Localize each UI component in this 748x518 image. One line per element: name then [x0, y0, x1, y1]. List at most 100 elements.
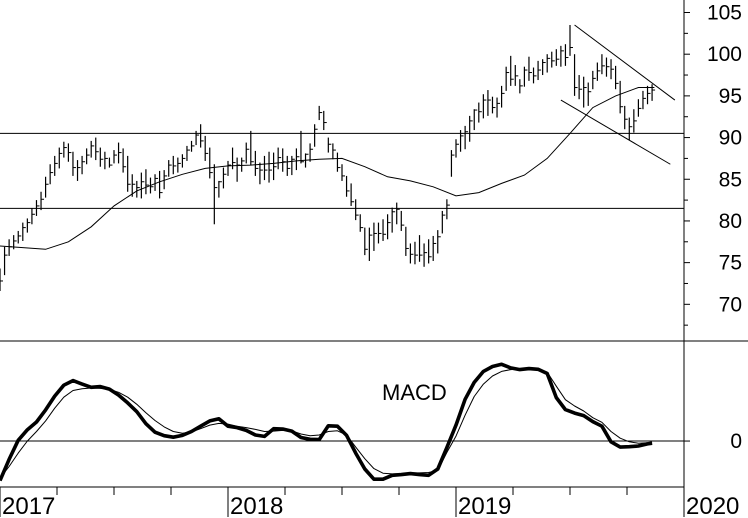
ohlc-bar — [22, 222, 26, 241]
ohlc-bar — [501, 85, 505, 108]
ohlc-bar — [523, 66, 528, 87]
price-y-tick-label: 105 — [707, 2, 742, 25]
ohlc-bar — [81, 155, 86, 175]
ohlc-bar — [314, 124, 318, 147]
ohlc-bar — [455, 139, 459, 158]
ohlc-bar — [190, 140, 195, 152]
ohlc-bar — [396, 202, 400, 225]
ohlc-bar — [113, 150, 117, 164]
ohlc-bar — [560, 45, 564, 67]
ohlc-bar — [359, 214, 364, 232]
ohlc-bar — [387, 214, 391, 240]
ohlc-bar — [364, 227, 368, 256]
ohlc-bar — [8, 239, 13, 256]
ohlc-bar — [592, 70, 596, 90]
macd-annotation: MACD — [382, 380, 447, 405]
ohlc-bar — [140, 172, 145, 199]
ohlc-bar — [295, 148, 300, 171]
ohlc-bar — [99, 147, 104, 167]
ohlc-bar — [209, 147, 213, 179]
ohlc-bar — [487, 90, 491, 116]
ohlc-bar — [195, 130, 200, 146]
ohlc-bar — [117, 142, 122, 164]
ohlc-bar — [172, 155, 177, 175]
ohlc-bar — [40, 191, 45, 211]
ohlc-bar — [578, 75, 583, 100]
ohlc-bar — [149, 177, 154, 194]
ohlc-bar — [222, 167, 227, 189]
ohlc-bar — [528, 56, 532, 81]
price-y-tick-label: 95 — [719, 85, 742, 108]
ohlc-bar — [67, 143, 72, 162]
ohlc-bar — [177, 157, 181, 173]
ohlc-bar — [286, 155, 291, 176]
ohlc-bar — [596, 62, 601, 81]
ohlc-bar — [350, 183, 355, 206]
channel-line — [560, 99, 671, 165]
ohlc-bar — [76, 160, 81, 181]
ohlc-bar — [241, 157, 245, 172]
channel-line — [574, 24, 676, 101]
ohlc-bar — [423, 243, 428, 267]
ohlc-bar — [90, 140, 95, 158]
ohlc-bar — [391, 207, 396, 233]
ohlc-bar — [213, 164, 218, 225]
macd-panel: 0 MACD — [0, 362, 742, 482]
ohlc-bar — [72, 151, 76, 176]
ohlc-bar — [200, 124, 204, 148]
price-y-tick-label: 90 — [719, 127, 742, 150]
ohlc-bar — [532, 67, 537, 84]
ohlc-bar — [263, 155, 268, 181]
ohlc-bar — [26, 218, 31, 233]
ohlc-bar — [409, 243, 414, 264]
x-tick-label: 2019 — [458, 493, 511, 518]
ohlc-bar — [473, 109, 478, 131]
ohlc-bar — [204, 135, 209, 161]
ohlc-bar — [259, 162, 263, 185]
ohlc-bar — [145, 169, 149, 195]
ohlc-bar — [459, 130, 464, 152]
ohlc-bar — [405, 226, 409, 256]
ohlc-bar — [304, 153, 309, 168]
ohlc-bar — [323, 110, 327, 131]
ohlc-bar — [44, 176, 49, 198]
ohlc-bar — [277, 147, 282, 170]
ohlc-bar — [159, 170, 163, 199]
ohlc-bar — [510, 55, 514, 86]
ohlc-bar — [482, 94, 487, 119]
ohlc-bar — [341, 164, 345, 181]
ohlc-bar — [17, 230, 22, 244]
ohlc-bar — [95, 137, 99, 161]
ohlc-bar — [13, 235, 17, 250]
ohlc-bar — [610, 59, 615, 80]
ohlc-bar — [131, 174, 136, 197]
x-tick-label: 2020 — [686, 493, 739, 518]
ohlc-bar — [136, 180, 140, 198]
ohlc-bar — [0, 268, 3, 291]
ohlc-bar — [127, 155, 131, 192]
ohlc-bar — [250, 130, 254, 166]
ohlc-bar — [651, 84, 656, 101]
ohlc-bar — [464, 125, 469, 150]
ohlc-bar — [418, 235, 423, 262]
ohlc-bar — [168, 160, 172, 177]
ohlc-bar — [496, 97, 501, 118]
price-y-tick-label: 75 — [719, 252, 742, 275]
ohlc-bar — [583, 76, 587, 108]
ohlc-bar — [382, 219, 387, 241]
x-tick-label: 2018 — [230, 493, 283, 518]
ohlc-bar — [336, 152, 341, 172]
ohlc-bar — [231, 147, 236, 170]
ohlc-bar — [569, 25, 573, 56]
ohlc-bar — [373, 222, 377, 251]
ohlc-bar — [437, 230, 441, 254]
ohlc-bar — [469, 115, 473, 142]
ohlc-bar — [564, 44, 569, 66]
ohlc-bar — [542, 59, 546, 76]
ohlc-bar — [605, 57, 610, 77]
ohlc-bar — [601, 54, 605, 75]
price-y-tick-label: 100 — [707, 43, 742, 66]
ohlc-bar — [441, 210, 446, 234]
ohlc-bar — [414, 241, 418, 265]
